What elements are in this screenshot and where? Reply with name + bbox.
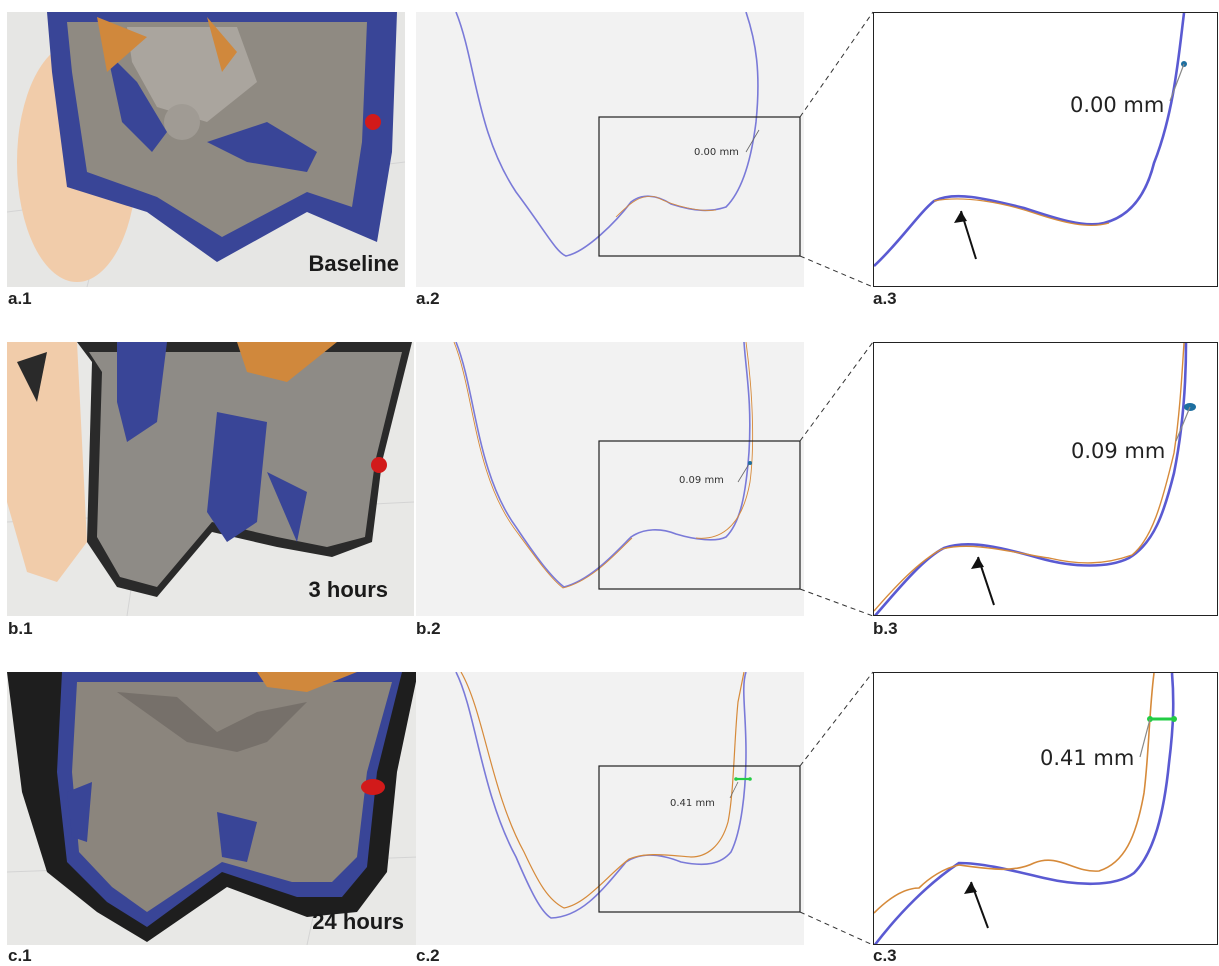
- time-label: 3 hours: [308, 577, 388, 602]
- panel-label: b.2: [416, 619, 441, 638]
- section-3-hours: 0.09 mm: [416, 342, 804, 616]
- time-label: Baseline: [308, 251, 400, 276]
- panel-label: a.3: [873, 289, 897, 308]
- marker-red: [371, 457, 387, 473]
- measurement-label: 0.41 mm: [670, 798, 715, 809]
- measurement-label: 0.41 mm: [1040, 746, 1135, 770]
- time-label: 24 hours: [312, 909, 404, 934]
- panel-label: a.2: [416, 289, 440, 308]
- photo-baseline: Baseline: [7, 12, 405, 287]
- measurement-label: 0.09 mm: [679, 475, 724, 486]
- panel-label: c.2: [416, 946, 440, 965]
- panel-label: a.1: [8, 289, 32, 308]
- measurement-label: 0.09 mm: [1071, 439, 1166, 463]
- marker-red: [365, 114, 381, 130]
- measurement-label: 0.00 mm: [694, 147, 739, 158]
- photo-24-hours: 24 hours: [7, 672, 418, 945]
- panel-label: c.1: [8, 946, 32, 965]
- zoom-baseline: 0.00 mm: [873, 12, 1218, 287]
- zoom-3-hours: 0.09 mm: [873, 342, 1218, 616]
- panel-label: b.3: [873, 619, 898, 638]
- section-24-hours: 0.41 mm: [416, 672, 804, 945]
- section-baseline: 0.00 mm: [416, 12, 804, 287]
- photo-3-hours: 3 hours: [7, 342, 414, 616]
- zoom-24-hours: 0.41 mm: [873, 672, 1218, 945]
- marker-red: [361, 779, 385, 795]
- panel-label: b.1: [8, 619, 33, 638]
- measurement-label: 0.00 mm: [1070, 93, 1165, 117]
- panel-label: c.3: [873, 946, 897, 965]
